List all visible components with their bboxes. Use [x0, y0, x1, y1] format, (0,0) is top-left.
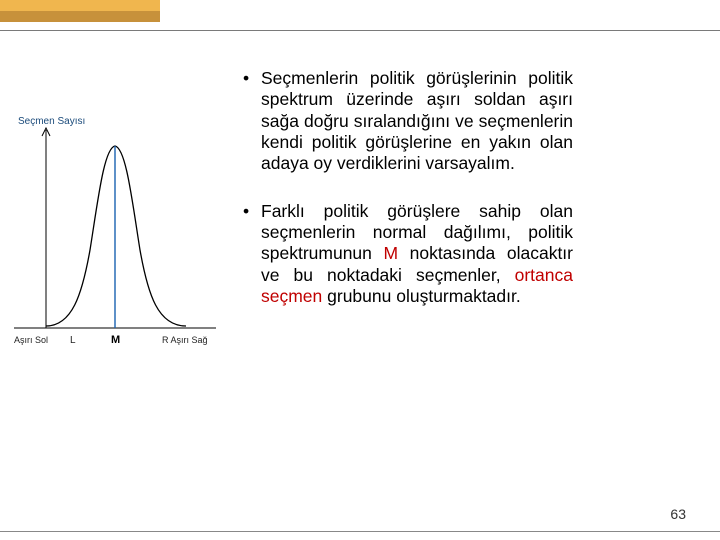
- page-number: 63: [670, 506, 686, 522]
- bullet-marker: •: [243, 201, 261, 308]
- body-text: Seçmenlerin politik görüşlerinin politik…: [261, 68, 573, 173]
- xtick-far-left: Aşırı Sol: [14, 335, 48, 345]
- bullet-text: Seçmenlerin politik görüşlerinin politik…: [261, 68, 573, 175]
- xtick-left: L: [70, 335, 76, 346]
- bell-curve-chart: Seçmen Sayısı Aşırı Sol L M R Aşırı Sağ: [10, 120, 235, 490]
- bullet-text: Farklı politik görüşlere sahip olan seçm…: [261, 201, 573, 308]
- bullet-item: • Farklı politik görüşlere sahip olan se…: [243, 201, 573, 308]
- content-row: Seçmen Sayısı Aşırı Sol L M R Aşırı Sağ: [0, 60, 720, 490]
- chart-y-axis-label: Seçmen Sayısı: [18, 116, 85, 127]
- footer-rule: [0, 531, 720, 532]
- header-accent: [0, 0, 160, 22]
- bullet-list: • Seçmenlerin politik görüşlerinin polit…: [243, 68, 573, 490]
- body-text: grubunu oluşturmaktadır.: [322, 286, 520, 306]
- bullet-item: • Seçmenlerin politik görüşlerinin polit…: [243, 68, 573, 175]
- bell-curve-path: [46, 146, 186, 326]
- header-rule: [0, 30, 720, 31]
- slide-page: Seçmen Sayısı Aşırı Sol L M R Aşırı Sağ: [0, 0, 720, 540]
- header-bar: [0, 0, 720, 31]
- xtick-far-right: R Aşırı Sağ: [162, 335, 208, 345]
- highlight-text: M: [383, 243, 398, 263]
- chart-svg: Aşırı Sol L M R Aşırı Sağ: [10, 120, 220, 355]
- bullet-marker: •: [243, 68, 261, 175]
- xtick-center: M: [111, 334, 120, 346]
